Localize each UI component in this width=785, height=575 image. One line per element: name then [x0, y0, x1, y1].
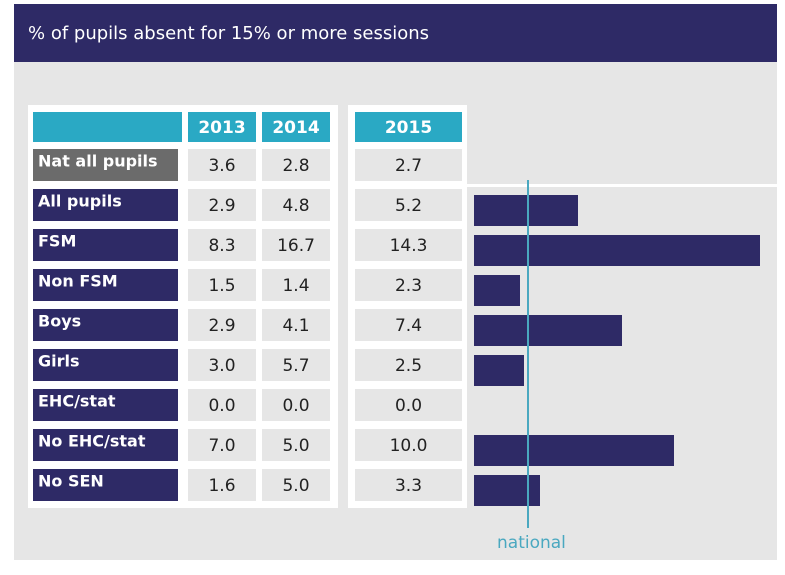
bar [474, 235, 760, 266]
value: 14.3 [390, 236, 428, 256]
value: 7.0 [208, 436, 235, 456]
value-cell [188, 269, 256, 301]
header-cell [262, 112, 330, 142]
value-cell [262, 189, 330, 221]
row-label: All pupils [38, 192, 122, 211]
value-cell [355, 469, 462, 501]
header-cell [33, 112, 182, 142]
bar [474, 475, 540, 506]
value: 1.5 [208, 276, 235, 296]
value-cell [188, 389, 256, 421]
row-label-cell [33, 149, 178, 181]
column-header: 2015 [385, 118, 432, 138]
row-label-cell [33, 189, 178, 221]
value-cell [355, 149, 462, 181]
value: 2.3 [395, 276, 422, 296]
row-label: Girls [38, 352, 80, 371]
row-label: Non FSM [38, 272, 118, 291]
bar [474, 275, 520, 306]
row-label-cell [33, 309, 178, 341]
value-cell [262, 469, 330, 501]
value: 2.5 [395, 356, 422, 376]
value-cell [262, 269, 330, 301]
value-cell [355, 429, 462, 461]
value-cell [188, 469, 256, 501]
value-cell [188, 309, 256, 341]
value: 4.1 [282, 316, 309, 336]
value: 2.8 [282, 156, 309, 176]
row-label-cell [33, 229, 178, 261]
row-label-cell [33, 389, 178, 421]
row-label: No SEN [38, 472, 104, 491]
row-label: Boys [38, 312, 81, 331]
column-header: 2014 [272, 118, 319, 138]
value-cell [262, 429, 330, 461]
value: 10.0 [390, 436, 428, 456]
value-cell [355, 189, 462, 221]
value-cell [355, 229, 462, 261]
value-cell [262, 389, 330, 421]
value: 2.9 [208, 196, 235, 216]
value: 3.3 [395, 476, 422, 496]
value: 2.7 [395, 156, 422, 176]
value-cell [355, 349, 462, 381]
value: 7.4 [395, 316, 422, 336]
value: 5.2 [395, 196, 422, 216]
value: 5.0 [282, 476, 309, 496]
row-label-cell [33, 269, 178, 301]
value-cell [262, 229, 330, 261]
column-header: 2013 [198, 118, 245, 138]
value-cell [262, 149, 330, 181]
value: 2.9 [208, 316, 235, 336]
row-label-cell [33, 429, 178, 461]
value: 5.0 [282, 436, 309, 456]
value-cell [188, 349, 256, 381]
value-cell [262, 349, 330, 381]
value: 1.4 [282, 276, 309, 296]
value: 0.0 [395, 396, 422, 416]
value: 3.0 [208, 356, 235, 376]
value-cell [355, 389, 462, 421]
value-cell [262, 309, 330, 341]
value-cell [188, 429, 256, 461]
bar [474, 195, 578, 226]
value-cell [188, 189, 256, 221]
row-label-cell [33, 349, 178, 381]
bar [474, 315, 622, 346]
value: 16.7 [277, 236, 315, 256]
value-cell [355, 309, 462, 341]
value-cell [188, 229, 256, 261]
value-cell [355, 269, 462, 301]
row-label: Nat all pupils [38, 152, 158, 171]
value: 4.8 [282, 196, 309, 216]
value: 5.7 [282, 356, 309, 376]
header-cell [355, 112, 462, 142]
value: 3.6 [208, 156, 235, 176]
value-cell [188, 149, 256, 181]
value: 8.3 [208, 236, 235, 256]
row-label: EHC/stat [38, 392, 116, 411]
title: % of pupils absent for 15% or more sessi… [28, 23, 429, 44]
bar [474, 355, 524, 386]
row-label: FSM [38, 232, 76, 251]
header-cell [188, 112, 256, 142]
header-bar [14, 4, 777, 62]
row-label-cell [33, 469, 178, 501]
chart-rule [467, 184, 777, 187]
row-label: No EHC/stat [38, 432, 146, 451]
value: 0.0 [208, 396, 235, 416]
value: 1.6 [208, 476, 235, 496]
national-label: national [497, 533, 566, 553]
bar [474, 435, 674, 466]
value: 0.0 [282, 396, 309, 416]
